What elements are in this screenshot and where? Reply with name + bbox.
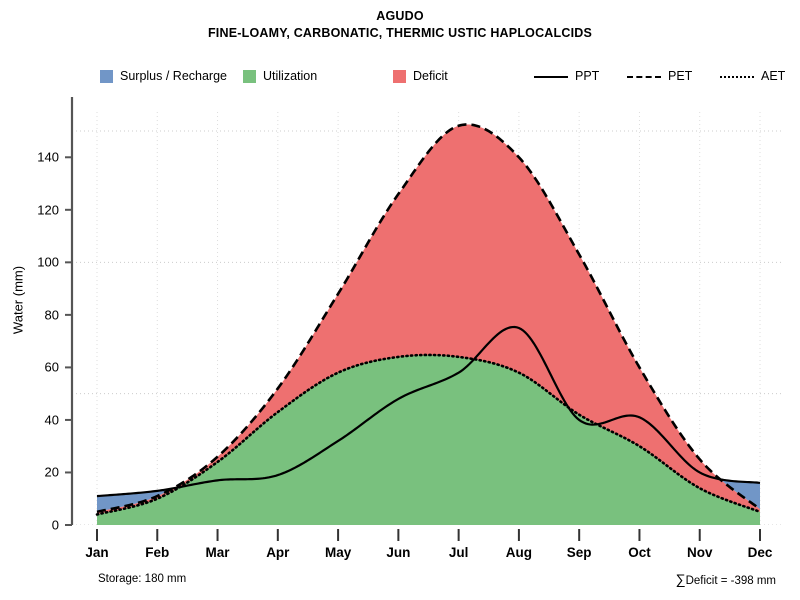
chart-title: AGUDO — [376, 9, 424, 23]
x-tick-label-nov: Nov — [686, 545, 713, 560]
legend-label-aet: AET — [761, 69, 786, 83]
x-tick-label-feb: Feb — [145, 545, 170, 560]
y-tick-label: 80 — [44, 307, 59, 323]
legend-label-surplus: Surplus / Recharge — [120, 69, 228, 83]
y-tick-label: 100 — [37, 254, 59, 270]
y-tick-label: 140 — [37, 149, 59, 165]
legend-item-aet[interactable]: AET — [720, 66, 785, 86]
y-tick-label: 40 — [44, 412, 59, 428]
deficit-note-text: Deficit = -398 mm — [685, 575, 776, 587]
legend-line-ppt-icon — [534, 70, 568, 82]
legend-swatch-surplus — [100, 69, 113, 83]
y-tick-label: 0 — [51, 517, 59, 533]
y-tick-label: 120 — [37, 202, 59, 218]
legend-item-ppt[interactable]: PPT — [534, 66, 599, 86]
legend-label-utilization: Utilization — [263, 69, 318, 83]
x-tick-label-jan: Jan — [85, 545, 109, 560]
legend-item-utilization[interactable]: Utilization — [243, 66, 317, 86]
x-tick-label-apr: Apr — [266, 545, 290, 560]
x-tick-label-jul: Jul — [448, 545, 469, 560]
chart-subtitle: FINE-LOAMY, CARBONATIC, THERMIC USTIC HA… — [207, 26, 593, 40]
x-tick-label-dec: Dec — [747, 545, 773, 560]
y-tick-label: 20 — [44, 464, 59, 480]
legend-label-deficit: Deficit — [413, 69, 448, 83]
legend-item-deficit[interactable]: Deficit — [393, 66, 448, 86]
y-tick-label: 60 — [44, 359, 59, 375]
x-tick-label-sep: Sep — [566, 545, 592, 560]
x-tick-label-mar: Mar — [205, 545, 230, 560]
sigma-symbol: ∑ — [675, 571, 686, 587]
legend-item-pet[interactable]: PET — [627, 66, 692, 86]
legend-item-surplus[interactable]: Surplus / Recharge — [100, 66, 227, 86]
x-tick-label-oct: Oct — [628, 545, 651, 560]
chart-title-block: AGUDO FINE-LOAMY, CARBONATIC, THERMIC US… — [0, 8, 800, 42]
storage-note: Storage: 180 mm — [98, 573, 187, 585]
x-tick-label-aug: Aug — [505, 545, 533, 560]
legend-swatch-utilization — [243, 69, 256, 83]
legend-label-ppt: PPT — [575, 69, 600, 83]
chart-legend: Surplus / Recharge Utilization Deficit P… — [100, 66, 785, 86]
deficit-note: ∑Deficit = -398 mm — [676, 571, 776, 587]
x-tick-label-jun: Jun — [386, 545, 411, 560]
legend-line-aet-icon — [720, 70, 754, 82]
legend-swatch-deficit — [393, 69, 406, 83]
legend-line-pet-icon — [627, 70, 661, 82]
legend-label-pet: PET — [668, 69, 693, 83]
x-tick-label-may: May — [324, 545, 352, 560]
